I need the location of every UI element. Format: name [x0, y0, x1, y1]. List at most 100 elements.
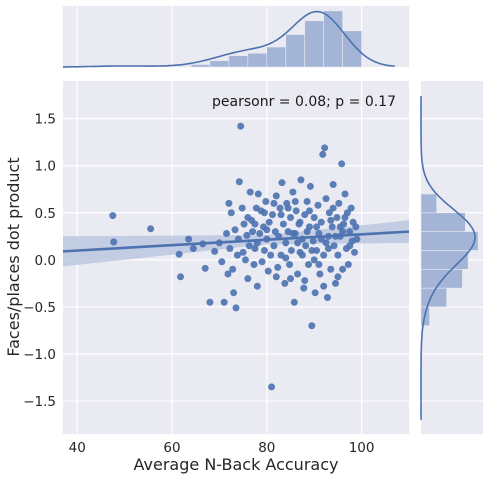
scatter-point [336, 223, 344, 231]
scatter-point [237, 122, 245, 130]
scatter-point [330, 242, 338, 250]
top-marginal-histogram [63, 10, 395, 68]
scatter-point [287, 213, 295, 221]
scatter-point [310, 213, 318, 221]
scatter-point [282, 239, 290, 247]
scatter-point [329, 181, 337, 189]
scatter-point [294, 270, 302, 278]
scatter-point [284, 204, 292, 212]
scatter-point [346, 242, 354, 250]
scatter-point [263, 226, 271, 234]
scatter-point [308, 246, 316, 254]
scatter-point [323, 294, 331, 302]
scatter-point [322, 195, 330, 203]
y-tick-label: 1.0 [35, 159, 56, 175]
right-hist-bar [420, 212, 466, 232]
scatter-point [110, 238, 118, 246]
scatter-point [270, 199, 278, 207]
top-hist-bar [228, 55, 249, 68]
scatter-point [289, 188, 297, 196]
scatter-point [274, 263, 282, 271]
top-hist-bar [342, 30, 362, 68]
scatter-point [230, 289, 238, 297]
right-hist-bar [420, 193, 438, 214]
scatter-point [278, 179, 286, 187]
scatter-point [263, 235, 271, 243]
top-hist-bar [209, 60, 230, 68]
scatter-point [341, 190, 349, 198]
top-hist-bar [304, 20, 324, 68]
scatter-point [234, 235, 242, 243]
scatter-point [265, 218, 273, 226]
scatter-point [317, 218, 325, 226]
scatter-point [243, 231, 251, 239]
scatter-point [324, 245, 332, 253]
scatter-point [240, 220, 248, 228]
scatter-point [282, 254, 290, 262]
scatter-point [325, 209, 333, 217]
scatter-point [313, 223, 321, 231]
scatter-point [303, 228, 311, 236]
y-tick-label: 0.0 [35, 253, 56, 269]
scatter-point [320, 251, 328, 259]
scatter-point [260, 246, 268, 254]
scatter-point [249, 228, 257, 236]
scatter-point [286, 261, 294, 269]
scatter-point [244, 275, 252, 283]
scatter-point [300, 284, 308, 292]
scatter-point [253, 282, 261, 290]
scatter-point [218, 258, 226, 266]
scatter-point [290, 298, 298, 306]
scatter-point [264, 267, 272, 275]
scatter-point [260, 209, 268, 217]
y-tick-label: −1.5 [23, 394, 56, 410]
scatter-point [272, 273, 280, 281]
scatter-point [272, 192, 280, 200]
scatter-point [333, 213, 341, 221]
scatter-point [251, 245, 259, 253]
regression-confidence-band [63, 220, 409, 267]
scatter-point [302, 242, 310, 250]
scatter-point [308, 322, 316, 330]
x-tick-label: 100 [349, 440, 375, 456]
scatter-point [245, 242, 253, 250]
scatter-point [241, 256, 249, 264]
scatter-point [238, 204, 246, 212]
scatter-point [231, 226, 239, 234]
scatter-point [235, 178, 243, 186]
top-kde-curve [63, 10, 395, 68]
top-hist-bar [323, 10, 343, 68]
scatter-point [327, 265, 335, 273]
right-hist-bar [420, 231, 479, 251]
scatter-point [224, 270, 232, 278]
x-tick-label: 60 [163, 440, 180, 456]
x-tick-label: 40 [69, 440, 86, 456]
scatter-point [294, 239, 302, 247]
scatter-point [275, 232, 283, 240]
scatter-point [310, 256, 318, 264]
scatter-point [314, 201, 322, 209]
scatter-point [320, 282, 328, 290]
scatter-point [239, 248, 247, 256]
scatter-point [332, 279, 340, 287]
scatter-points [109, 122, 361, 391]
scatter-point [305, 261, 313, 269]
scatter-point [276, 204, 284, 212]
scatter-point [251, 220, 259, 228]
scatter-point [225, 199, 233, 207]
scatter-point [311, 289, 319, 297]
top-hist-bar [266, 46, 287, 68]
y-tick-label: −0.5 [23, 300, 56, 316]
scatter-point [303, 197, 311, 205]
scatter-point [305, 207, 313, 215]
scatter-point [267, 251, 275, 259]
scatter-point [211, 247, 219, 255]
scatter-point [256, 229, 264, 237]
scatter-point [296, 218, 304, 226]
scatter-point [289, 229, 297, 237]
right-kde-curve [420, 96, 476, 420]
scatter-point [316, 270, 324, 278]
scatter-point [281, 279, 289, 287]
pearson-annotation: pearsonr = 0.08; p = 0.17 [212, 94, 396, 110]
